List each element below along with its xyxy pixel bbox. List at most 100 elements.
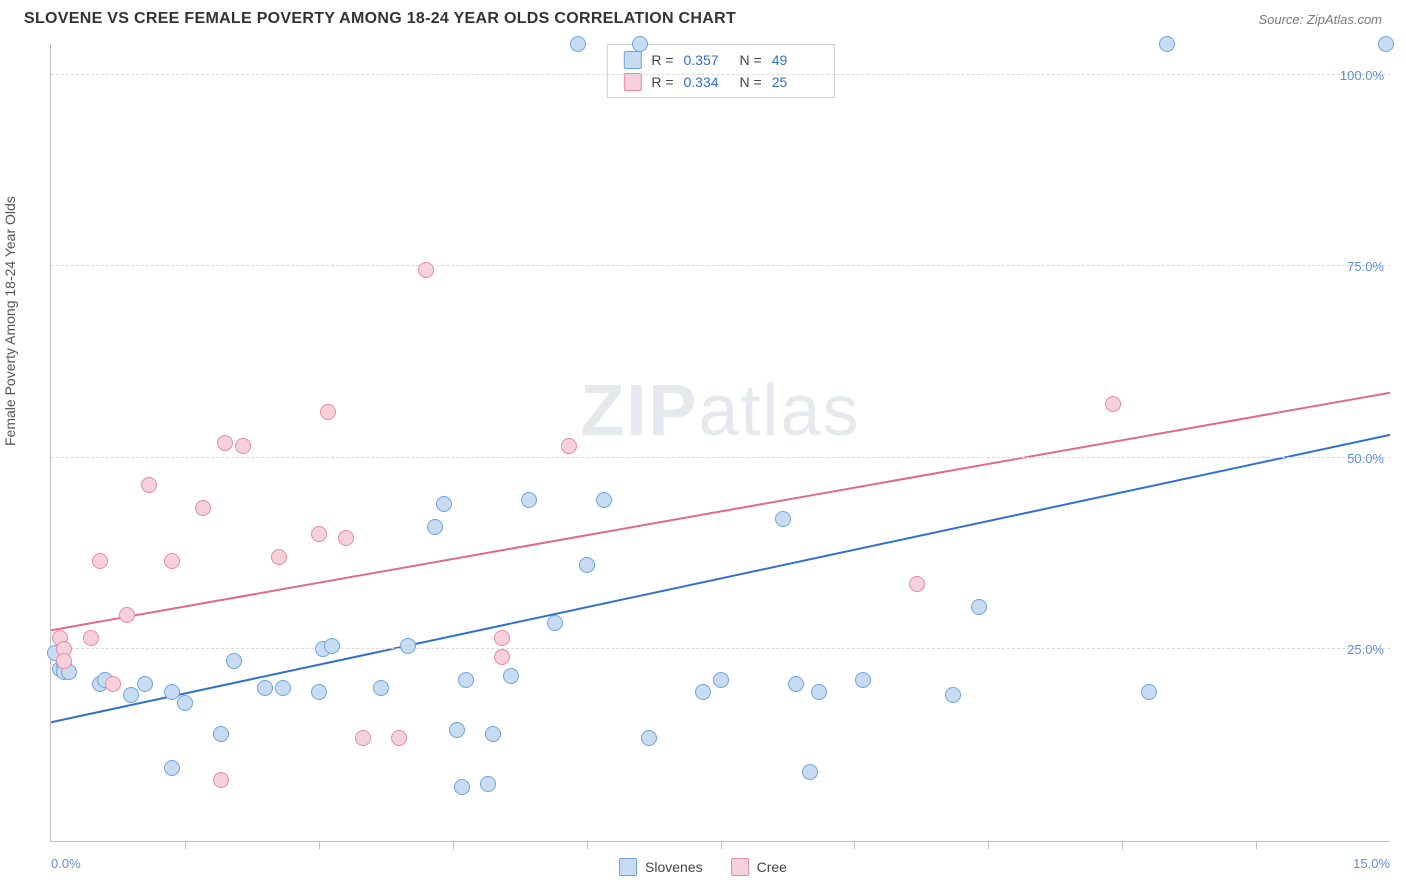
scatter-point: [454, 779, 470, 795]
n-value-cree: 25: [772, 74, 818, 90]
scatter-point: [320, 404, 336, 420]
x-axis-min-label: 0.0%: [51, 856, 81, 871]
scatter-point: [164, 684, 180, 700]
scatter-point: [195, 500, 211, 516]
r-value-cree: 0.334: [684, 74, 730, 90]
scatter-point: [141, 477, 157, 493]
x-tick: [988, 841, 989, 849]
n-value-slovenes: 49: [772, 52, 818, 68]
scatter-point: [418, 262, 434, 278]
scatter-point: [311, 684, 327, 700]
scatter-point: [373, 680, 389, 696]
scatter-point: [177, 695, 193, 711]
scatter-point: [137, 676, 153, 692]
plot-wrap: ZIPatlas R = 0.357 N = 49 R = 0.334 N = …: [50, 44, 1390, 842]
scatter-point: [547, 615, 563, 631]
scatter-point: [909, 576, 925, 592]
source-label: Source: ZipAtlas.com: [1258, 12, 1382, 27]
watermark-zip: ZIP: [580, 371, 698, 451]
r-label-2: R =: [651, 74, 673, 90]
scatter-point: [257, 680, 273, 696]
watermark: ZIPatlas: [580, 370, 860, 452]
gridline-h: [51, 74, 1390, 75]
x-tick: [319, 841, 320, 849]
scatter-point: [400, 638, 416, 654]
scatter-point: [213, 772, 229, 788]
legend-item-slovenes: Slovenes: [619, 858, 703, 876]
x-tick: [1122, 841, 1123, 849]
scatter-point: [775, 511, 791, 527]
swatch-slovenes: [623, 51, 641, 69]
header-bar: SLOVENE VS CREE FEMALE POVERTY AMONG 18-…: [0, 0, 1406, 34]
scatter-point: [596, 492, 612, 508]
scatter-point: [494, 630, 510, 646]
scatter-point: [802, 764, 818, 780]
scatter-point: [641, 730, 657, 746]
scatter-point: [695, 684, 711, 700]
n-label-2: N =: [740, 74, 762, 90]
scatter-point: [570, 36, 586, 52]
scatter-point: [480, 776, 496, 792]
scatter-point: [1378, 36, 1394, 52]
x-tick: [453, 841, 454, 849]
scatter-point: [391, 730, 407, 746]
scatter-point: [338, 530, 354, 546]
scatter-point: [1141, 684, 1157, 700]
scatter-point: [458, 672, 474, 688]
x-tick: [587, 841, 588, 849]
scatter-point: [945, 687, 961, 703]
swatch-cree: [623, 73, 641, 91]
scatter-point: [164, 760, 180, 776]
y-tick-label: 25.0%: [1347, 642, 1384, 657]
scatter-point: [713, 672, 729, 688]
legend-label-cree: Cree: [757, 859, 787, 875]
trendlines-layer: [51, 44, 1390, 841]
scatter-point: [119, 607, 135, 623]
x-tick: [185, 841, 186, 849]
scatter-point: [811, 684, 827, 700]
scatter-point: [324, 638, 340, 654]
x-tick: [1256, 841, 1257, 849]
scatter-point: [83, 630, 99, 646]
scatter-point: [123, 687, 139, 703]
scatter-point: [355, 730, 371, 746]
scatter-point: [561, 438, 577, 454]
scatter-point: [311, 526, 327, 542]
scatter-point: [217, 435, 233, 451]
stats-row-slovenes: R = 0.357 N = 49: [623, 49, 817, 71]
scatter-point: [503, 668, 519, 684]
scatter-point: [92, 553, 108, 569]
gridline-h: [51, 457, 1390, 458]
scatter-point: [226, 653, 242, 669]
scatter-point: [271, 549, 287, 565]
scatter-point: [56, 653, 72, 669]
y-axis-title: Female Poverty Among 18-24 Year Olds: [2, 196, 18, 446]
scatter-point: [275, 680, 291, 696]
scatter-point: [971, 599, 987, 615]
gridline-h: [51, 265, 1390, 266]
r-label-1: R =: [651, 52, 673, 68]
scatter-point: [164, 553, 180, 569]
legend-item-cree: Cree: [731, 858, 787, 876]
y-tick-label: 100.0%: [1340, 68, 1384, 83]
scatter-point: [632, 36, 648, 52]
scatter-point: [213, 726, 229, 742]
scatter-point: [788, 676, 804, 692]
y-tick-label: 50.0%: [1347, 451, 1384, 466]
scatter-point: [105, 676, 121, 692]
scatter-point: [449, 722, 465, 738]
watermark-atlas: atlas: [698, 371, 860, 451]
scatter-point: [855, 672, 871, 688]
scatter-point: [494, 649, 510, 665]
scatter-point: [485, 726, 501, 742]
scatter-point: [1159, 36, 1175, 52]
scatter-point: [1105, 396, 1121, 412]
gridline-h: [51, 648, 1390, 649]
scatter-point: [521, 492, 537, 508]
scatter-point: [436, 496, 452, 512]
plot-area: ZIPatlas R = 0.357 N = 49 R = 0.334 N = …: [50, 44, 1390, 842]
scatter-point: [427, 519, 443, 535]
x-axis-max-label: 15.0%: [1353, 856, 1390, 871]
stats-box: R = 0.357 N = 49 R = 0.334 N = 25: [606, 44, 834, 98]
y-tick-label: 75.0%: [1347, 259, 1384, 274]
